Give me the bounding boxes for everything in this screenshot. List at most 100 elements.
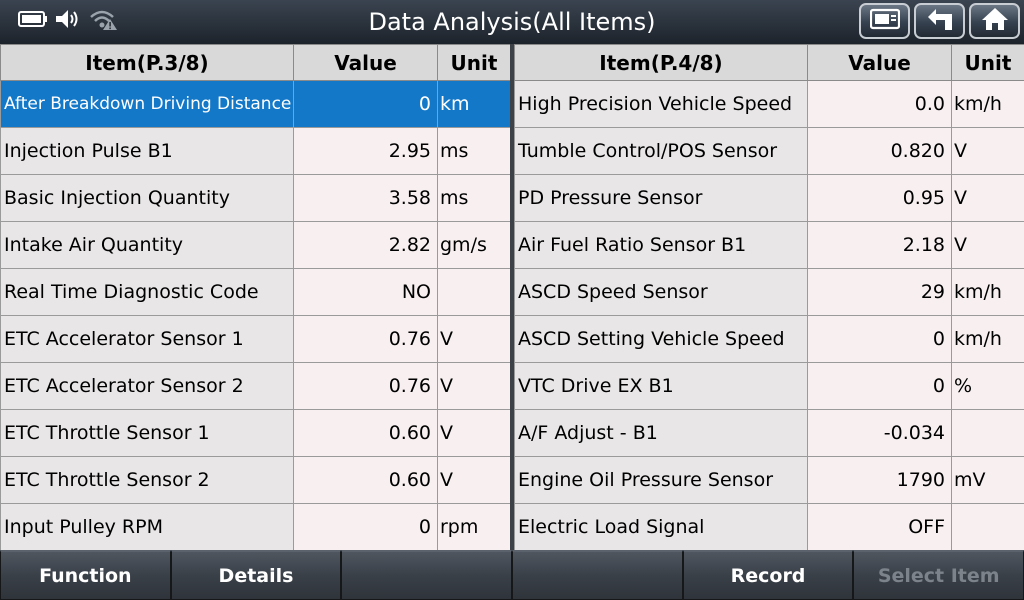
- item-unit: km: [437, 80, 511, 128]
- item-name: High Precision Vehicle Speed: [514, 80, 808, 128]
- item-name: Real Time Diagnostic Code: [0, 268, 294, 316]
- item-value: 2.82: [293, 221, 438, 269]
- item-unit: [437, 268, 511, 316]
- item-name: Injection Pulse B1: [0, 127, 294, 175]
- battery-icon: [18, 10, 48, 32]
- item-value: 0: [293, 503, 438, 551]
- item-unit: ms: [437, 127, 511, 175]
- function-button[interactable]: Function: [0, 550, 171, 600]
- item-unit: km/h: [951, 268, 1024, 316]
- table-row[interactable]: High Precision Vehicle Speed 0.0 km/h: [514, 80, 1024, 128]
- table-row[interactable]: VTC Drive EX B1 0 %: [514, 362, 1024, 410]
- item-unit: mV: [951, 456, 1024, 504]
- table-row[interactable]: A/F Adjust - B1 -0.034: [514, 409, 1024, 457]
- item-unit: V: [951, 174, 1024, 222]
- item-value: 0: [807, 315, 952, 363]
- table-row[interactable]: Electric Load Signal OFF: [514, 503, 1024, 551]
- table-row[interactable]: Basic Injection Quantity 3.58 ms: [0, 174, 511, 222]
- page-title: Data Analysis(All Items): [368, 8, 656, 36]
- item-name: ETC Throttle Sensor 2: [0, 456, 294, 504]
- item-value: OFF: [807, 503, 952, 551]
- table-row[interactable]: ETC Accelerator Sensor 1 0.76 V: [0, 315, 511, 363]
- item-value: 3.58: [293, 174, 438, 222]
- item-unit: ms: [437, 174, 511, 222]
- table-row[interactable]: Tumble Control/POS Sensor 0.820 V: [514, 127, 1024, 175]
- item-value: -0.034: [807, 409, 952, 457]
- item-unit: gm/s: [437, 221, 511, 269]
- table-row[interactable]: ETC Throttle Sensor 2 0.60 V: [0, 456, 511, 504]
- item-unit: [951, 409, 1024, 457]
- table-row[interactable]: Engine Oil Pressure Sensor 1790 mV: [514, 456, 1024, 504]
- column-header-item[interactable]: Item(P.4/8): [514, 44, 808, 81]
- item-name: Tumble Control/POS Sensor: [514, 127, 808, 175]
- item-name: VTC Drive EX B1: [514, 362, 808, 410]
- table-row[interactable]: Air Fuel Ratio Sensor B1 2.18 V: [514, 221, 1024, 269]
- item-value: 0.76: [293, 362, 438, 410]
- item-unit: rpm: [437, 503, 511, 551]
- column-header-value: Value: [293, 44, 438, 81]
- blank-button-1[interactable]: [341, 550, 513, 600]
- item-unit: V: [437, 362, 511, 410]
- item-name: Air Fuel Ratio Sensor B1: [514, 221, 808, 269]
- item-name: Electric Load Signal: [514, 503, 808, 551]
- item-value: 0.60: [293, 409, 438, 457]
- function-bar: Function Details Record Select Item: [0, 550, 1024, 600]
- item-unit: [951, 503, 1024, 551]
- item-value: 2.18: [807, 221, 952, 269]
- item-unit: V: [437, 409, 511, 457]
- item-unit: V: [437, 315, 511, 363]
- table-row[interactable]: ETC Accelerator Sensor 2 0.76 V: [0, 362, 511, 410]
- item-unit: km/h: [951, 80, 1024, 128]
- details-button[interactable]: Details: [170, 550, 342, 600]
- item-unit: V: [951, 127, 1024, 175]
- item-unit: V: [437, 456, 511, 504]
- item-value: 1790: [807, 456, 952, 504]
- table-row[interactable]: Intake Air Quantity 2.82 gm/s: [0, 221, 511, 269]
- item-name: ETC Accelerator Sensor 1: [0, 315, 294, 363]
- panel-divider: [510, 44, 514, 550]
- item-name: A/F Adjust - B1: [514, 409, 808, 457]
- item-value: 0: [807, 362, 952, 410]
- speaker-icon: [54, 8, 82, 34]
- column-header-unit: Unit: [951, 44, 1024, 81]
- wifi-warning-icon: [88, 7, 118, 35]
- blank-button-2[interactable]: [512, 550, 683, 600]
- record-button[interactable]: Record: [682, 550, 854, 600]
- item-name: PD Pressure Sensor: [514, 174, 808, 222]
- column-header-unit: Unit: [437, 44, 511, 81]
- item-name: Input Pulley RPM: [0, 503, 294, 551]
- back-button[interactable]: [914, 3, 965, 39]
- item-name: ETC Throttle Sensor 1: [0, 409, 294, 457]
- item-value: 0.0: [807, 80, 952, 128]
- column-header-value: Value: [807, 44, 952, 81]
- table-row[interactable]: Real Time Diagnostic Code NO: [0, 268, 511, 316]
- table-row[interactable]: PD Pressure Sensor 0.95 V: [514, 174, 1024, 222]
- table-row[interactable]: ASCD Setting Vehicle Speed 0 km/h: [514, 315, 1024, 363]
- screenshot-icon: [869, 8, 900, 34]
- item-value: 0.76: [293, 315, 438, 363]
- item-value: 0.60: [293, 456, 438, 504]
- item-value: 0: [293, 80, 438, 128]
- item-value: 0.820: [807, 127, 952, 175]
- item-value: 2.95: [293, 127, 438, 175]
- item-name: ETC Accelerator Sensor 2: [0, 362, 294, 410]
- item-name: Engine Oil Pressure Sensor: [514, 456, 808, 504]
- item-unit: %: [951, 362, 1024, 410]
- item-name: After Breakdown Driving Distance: [0, 80, 294, 128]
- table-row[interactable]: ETC Throttle Sensor 1 0.60 V: [0, 409, 511, 457]
- title-bar: Data Analysis(All Items): [0, 0, 1024, 45]
- item-name: ASCD Speed Sensor: [514, 268, 808, 316]
- table-row[interactable]: Input Pulley RPM 0 rpm: [0, 503, 511, 551]
- table-row[interactable]: After Breakdown Driving Distance 0 km: [0, 80, 511, 128]
- home-button[interactable]: [969, 3, 1020, 39]
- table-row[interactable]: Injection Pulse B1 2.95 ms: [0, 127, 511, 175]
- table-row[interactable]: ASCD Speed Sensor 29 km/h: [514, 268, 1024, 316]
- data-table-right: Item(P.4/8) Value Unit High Precision Ve…: [514, 44, 1024, 551]
- item-value: 29: [807, 268, 952, 316]
- item-unit: V: [951, 221, 1024, 269]
- select-item-button[interactable]: Select Item: [853, 550, 1024, 600]
- screenshot-button[interactable]: [859, 3, 910, 39]
- item-value: NO: [293, 268, 438, 316]
- column-header-item[interactable]: Item(P.3/8): [0, 44, 294, 81]
- item-name: Intake Air Quantity: [0, 221, 294, 269]
